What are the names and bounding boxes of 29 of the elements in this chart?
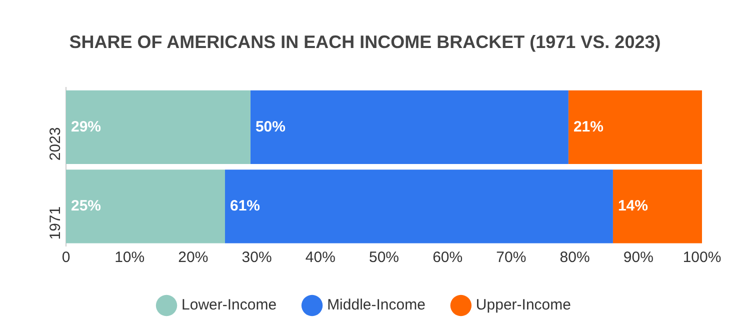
x-tick-label: 70% [496, 249, 526, 266]
x-tick-label: 90% [623, 249, 654, 266]
chart-title: SHARE OF AMERICANS IN EACH INCOME BRACKET (1971 VS. 2023) [69, 32, 661, 52]
y-tick-label: 2023 [47, 127, 64, 161]
data-label: 21% [573, 118, 604, 136]
data-label: 14% [618, 198, 648, 215]
y-tick-label: 1971 [47, 206, 64, 240]
x-tick-label: 100% [682, 249, 722, 266]
bar [225, 170, 613, 244]
legend-label: Upper-Income [476, 296, 571, 314]
bar [250, 90, 568, 164]
x-tick-label: 0 [62, 249, 70, 266]
x-tick-label: 50% [368, 249, 400, 266]
legend-label: Middle-Income [327, 296, 426, 314]
data-label: 50% [255, 118, 286, 136]
bar [612, 170, 702, 244]
bar [66, 90, 250, 164]
data-label: 61% [230, 198, 260, 215]
x-tick-label: 80% [560, 249, 590, 266]
x-tick-label: 40% [305, 249, 336, 266]
x-tick-label: 30% [242, 249, 272, 266]
bar [66, 170, 225, 244]
x-tick-label: 20% [178, 249, 208, 266]
x-tick-label: 10% [114, 249, 145, 266]
x-tick-label: 60% [432, 249, 463, 266]
data-label: 29% [71, 118, 102, 136]
legend-label: Lower-Income [182, 296, 277, 314]
bar [568, 90, 702, 164]
data-label: 25% [71, 198, 102, 215]
